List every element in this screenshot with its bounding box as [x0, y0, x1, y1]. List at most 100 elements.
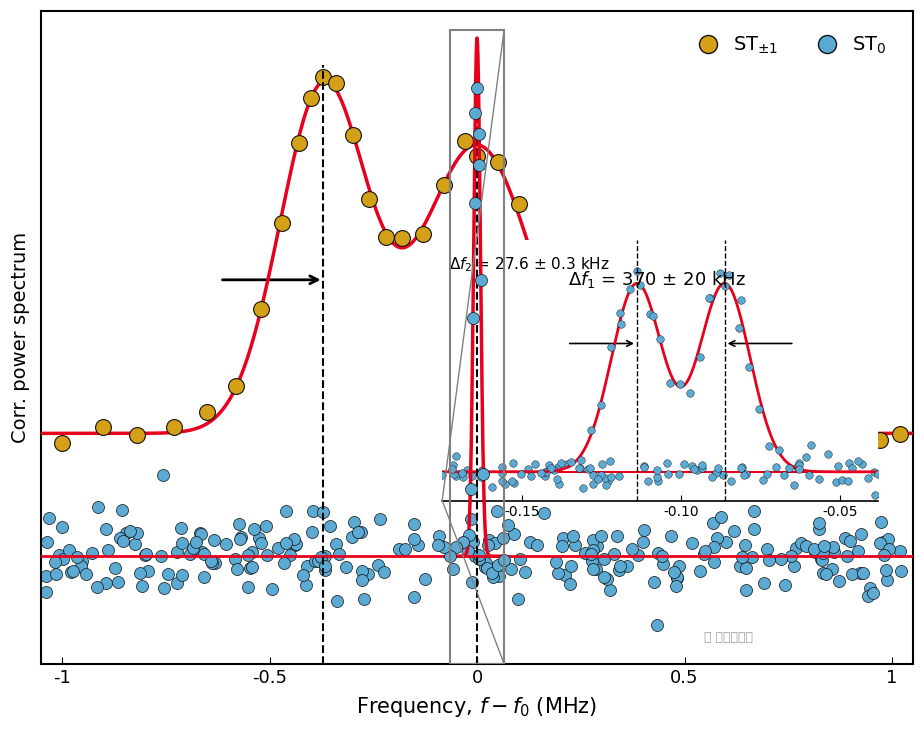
Point — [612, 564, 626, 576]
Point — [197, 572, 212, 583]
Point — [466, 536, 480, 548]
Point — [135, 580, 150, 592]
Point — [843, 535, 857, 547]
Point — [174, 522, 188, 534]
Point — [774, 553, 789, 565]
Point — [357, 593, 371, 605]
Point — [157, 583, 172, 594]
Point — [322, 520, 337, 531]
Point — [685, 537, 699, 549]
Point — [586, 534, 601, 546]
Point — [585, 555, 600, 566]
Point — [762, 554, 777, 566]
Point — [593, 530, 608, 542]
Point — [589, 564, 603, 575]
Point — [175, 569, 189, 581]
Point — [602, 584, 617, 596]
Point — [278, 537, 293, 548]
Point — [166, 421, 181, 433]
Point — [468, 550, 482, 562]
Point — [457, 135, 472, 147]
Point — [346, 516, 361, 528]
Point — [600, 573, 614, 585]
Point — [609, 530, 624, 542]
Point — [271, 542, 286, 553]
Point — [468, 107, 482, 119]
Point — [663, 530, 678, 542]
Point — [38, 586, 53, 598]
Point — [476, 469, 491, 480]
Point — [737, 539, 752, 550]
Point — [73, 561, 88, 572]
Point — [625, 544, 639, 556]
Point — [517, 566, 532, 578]
Point — [651, 547, 666, 558]
Point — [613, 561, 627, 572]
Point — [711, 427, 725, 439]
Point — [245, 547, 260, 558]
Point — [186, 542, 201, 553]
Point — [96, 421, 111, 433]
Point — [318, 560, 333, 572]
Point — [529, 539, 544, 551]
Point — [461, 529, 476, 541]
Point — [512, 553, 527, 564]
Point — [480, 539, 495, 551]
Point — [69, 550, 84, 562]
Point — [811, 518, 826, 529]
Point — [630, 549, 645, 561]
Point — [253, 537, 268, 549]
Text: $\Delta f_1$ = 370 $\pm$ 20 kHz: $\Delta f_1$ = 370 $\pm$ 20 kHz — [568, 269, 747, 291]
Point — [584, 548, 599, 560]
Point — [129, 527, 144, 539]
Point — [856, 568, 870, 580]
Point — [122, 526, 137, 537]
Point — [304, 92, 319, 104]
Point — [286, 533, 301, 545]
Point — [707, 541, 722, 553]
Point — [692, 565, 707, 577]
Point — [555, 532, 570, 544]
Point — [607, 548, 622, 559]
Point — [56, 553, 71, 565]
Point — [378, 231, 393, 243]
Point — [735, 551, 749, 563]
Point — [338, 561, 353, 573]
Point — [879, 564, 894, 576]
Point — [578, 548, 592, 559]
Point — [877, 549, 892, 561]
Point — [597, 571, 612, 583]
Point — [636, 536, 650, 548]
Point — [115, 504, 129, 516]
Point — [669, 572, 684, 584]
Point — [129, 429, 144, 441]
Point — [39, 570, 54, 582]
Point — [306, 505, 321, 517]
Point — [299, 561, 314, 572]
Point — [55, 521, 70, 533]
Point — [464, 577, 479, 588]
Point — [882, 543, 897, 555]
Point — [567, 539, 582, 551]
Point — [274, 218, 289, 229]
Point — [504, 563, 518, 575]
Point — [79, 568, 93, 580]
Point — [752, 422, 767, 434]
Point — [463, 513, 478, 525]
Point — [698, 545, 712, 557]
Point — [837, 532, 852, 544]
Point — [355, 574, 370, 585]
Point — [760, 543, 774, 555]
Point — [495, 532, 510, 544]
Point — [55, 437, 69, 449]
Point — [845, 568, 859, 580]
Point — [472, 128, 487, 139]
Point — [318, 564, 333, 576]
Point — [116, 535, 130, 547]
Point — [397, 544, 412, 556]
Point — [490, 505, 505, 517]
Point — [111, 576, 126, 588]
Point — [816, 567, 831, 579]
Point — [346, 129, 360, 141]
Point — [418, 573, 432, 585]
